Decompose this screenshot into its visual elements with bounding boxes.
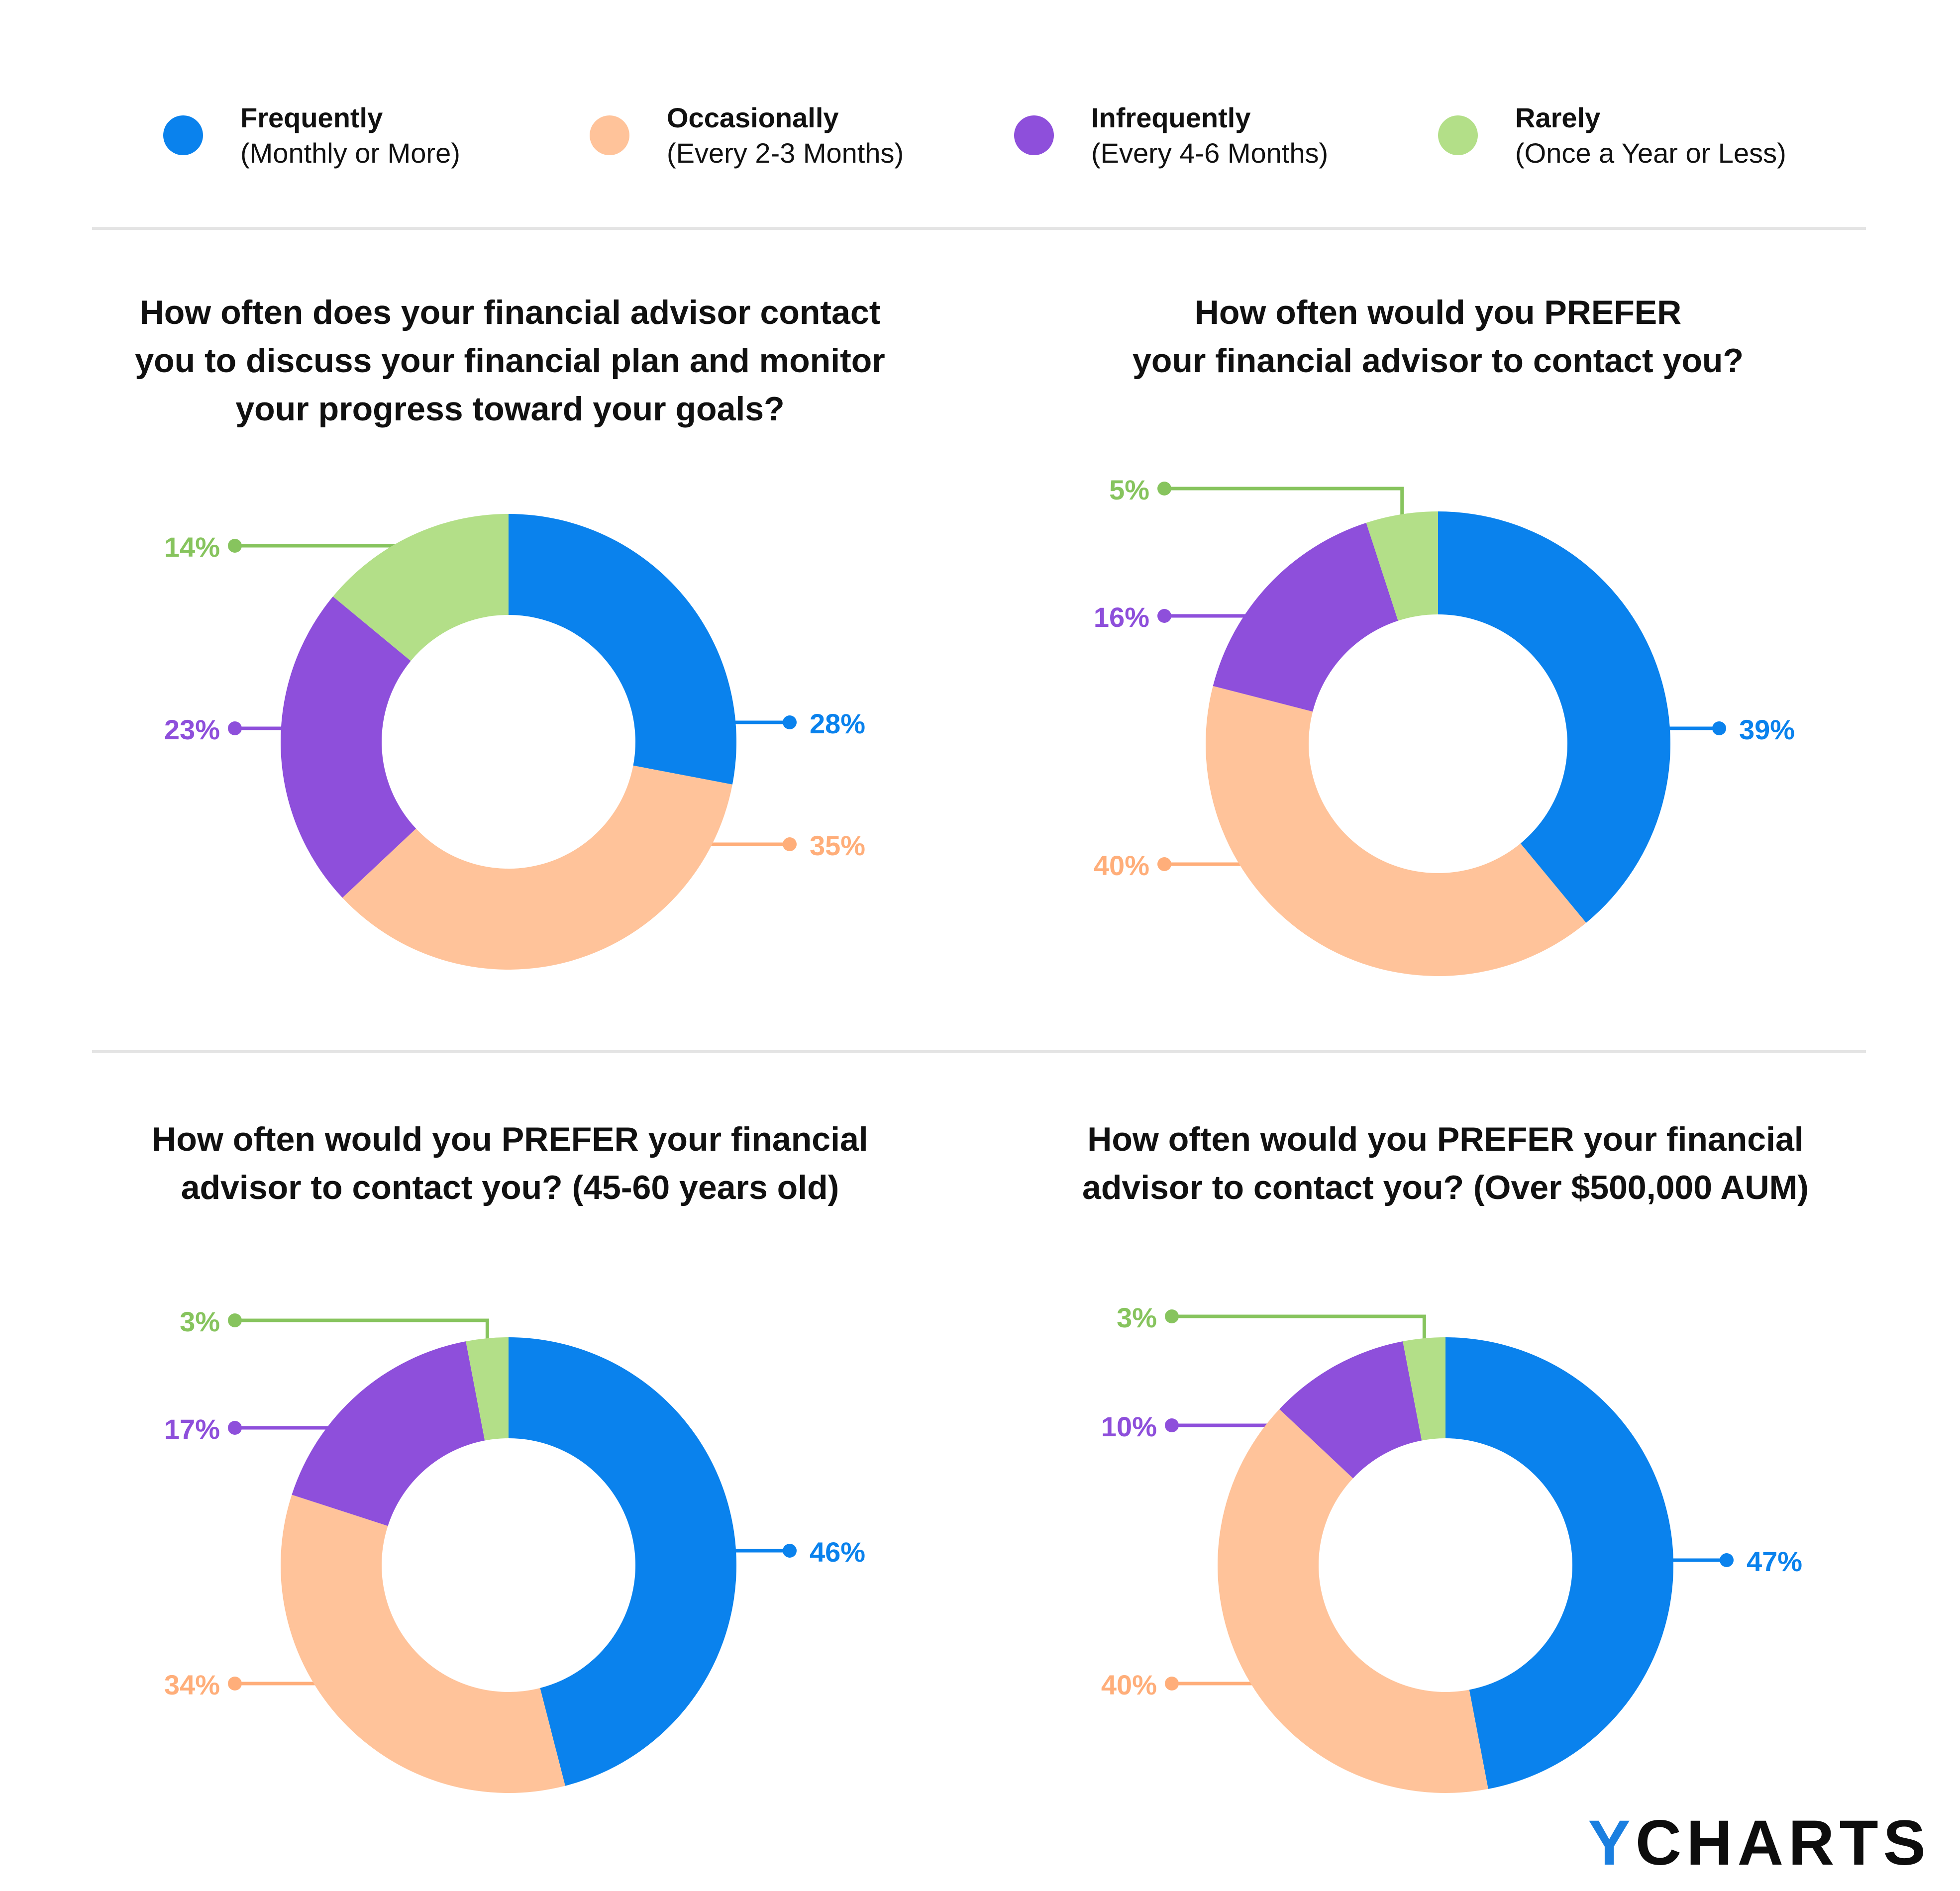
leader-dot-occasionally [783, 837, 797, 851]
donut-slice-rarely [466, 1337, 509, 1441]
chart-title-line: your financial advisor to contact you? [1133, 342, 1744, 380]
data-label-occasionally: 40% [1094, 850, 1149, 881]
data-label-rarely: 3% [1117, 1302, 1157, 1333]
leader-dot-infrequently [1165, 1418, 1179, 1432]
leader-dot-rarely [1165, 1309, 1179, 1323]
leader-dot-occasionally [1165, 1677, 1179, 1691]
chart-title-line: advisor to contact you? (45-60 years old… [181, 1169, 839, 1206]
legend-sublabel-frequently: (Monthly or More) [240, 137, 460, 169]
leader-line-rarely [1164, 487, 1404, 517]
chart-title-line: How often does your financial advisor co… [140, 294, 881, 331]
donut-slice-rarely [333, 514, 509, 661]
data-label-infrequently: 17% [164, 1413, 220, 1445]
data-label-frequently: 28% [810, 708, 865, 739]
legend-sublabel-rarely: (Once a Year or Less) [1515, 137, 1786, 169]
donut-slice-rarely [1403, 1337, 1445, 1441]
donut-slice-occasionally [342, 765, 732, 970]
legend-sublabel-occasionally: (Every 2-3 Months) [667, 137, 904, 169]
leader-dot-infrequently [228, 1421, 242, 1435]
data-label-frequently: 46% [810, 1536, 865, 1568]
chart-title-line: How often would you PREFER [1195, 294, 1681, 331]
chart-title-line: advisor to contact you? (Over $500,000 A… [1082, 1169, 1809, 1206]
legend-label-frequently: Frequently [240, 102, 383, 133]
donut-slice-occasionally [1206, 686, 1586, 976]
legend-swatch-infrequently [1014, 115, 1054, 155]
donut-chart-preferred-contact-over-500k: How often would you PREFER your financia… [1082, 1120, 1809, 1793]
logo-charts: CHARTS [1636, 1807, 1931, 1879]
leader-dot-frequently [1712, 721, 1726, 735]
legend-swatch-occasionally [590, 115, 629, 155]
leader-dot-rarely [1157, 482, 1171, 496]
donut-slice-infrequently [281, 597, 416, 898]
data-label-rarely: 14% [164, 531, 220, 563]
data-label-frequently: 39% [1739, 714, 1795, 745]
leader-dot-occasionally [228, 1677, 242, 1691]
donut-slice-occasionally [281, 1494, 565, 1793]
legend-label-occasionally: Occasionally [667, 102, 839, 133]
logo-y: Y [1588, 1807, 1635, 1879]
data-label-rarely: 3% [180, 1306, 220, 1337]
data-label-frequently: 47% [1747, 1546, 1802, 1577]
ycharts-logo: YCHARTS [1588, 1807, 1931, 1879]
chart-title-line: How often would you PREFER your financia… [1087, 1120, 1803, 1158]
leader-dot-frequently [783, 715, 797, 729]
data-label-occasionally: 40% [1101, 1669, 1157, 1700]
donut-slice-frequently [509, 514, 736, 785]
data-label-rarely: 5% [1109, 474, 1149, 505]
leader-dot-rarely [228, 539, 242, 553]
chart-title-line: you to discuss your financial plan and m… [135, 342, 885, 380]
leader-dot-infrequently [1157, 609, 1171, 623]
donut-chart-preferred-contact-45-60: How often would you PREFER your financia… [152, 1120, 868, 1793]
data-label-infrequently: 10% [1101, 1411, 1157, 1442]
legend-swatch-frequently [163, 115, 203, 155]
donut-slice-infrequently [1279, 1341, 1422, 1479]
leader-dot-rarely [228, 1313, 242, 1327]
donut-slice-frequently [1445, 1337, 1673, 1789]
chart-title-line: How often would you PREFER your financia… [152, 1120, 868, 1158]
legend: Frequently (Monthly or More) Occasionally (… [163, 102, 1786, 169]
donut-chart-advisor-contact-frequency: How often does your financial advisor co… [135, 294, 885, 970]
chart-title-line: your progress toward your goals? [235, 390, 784, 428]
donut-slice-occasionally [1218, 1409, 1488, 1793]
legend-label-infrequently: Infrequently [1091, 102, 1250, 133]
leader-dot-frequently [1720, 1553, 1734, 1567]
donut-slice-frequently [1438, 511, 1670, 923]
data-label-infrequently: 23% [164, 714, 220, 745]
legend-label-rarely: Rarely [1515, 102, 1600, 133]
legend-sublabel-infrequently: (Every 4-6 Months) [1091, 137, 1328, 169]
donut-chart-preferred-contact: How often would you PREFER your financial… [1094, 294, 1795, 976]
donut-slice-infrequently [292, 1341, 485, 1526]
leader-dot-infrequently [228, 721, 242, 735]
leader-line-rarely [1172, 1314, 1426, 1341]
data-label-occasionally: 35% [810, 830, 865, 861]
leader-dot-occasionally [1157, 857, 1171, 871]
donut-slice-infrequently [1213, 522, 1398, 712]
leader-line-rarely [235, 1318, 489, 1341]
donut-slice-rarely [1366, 511, 1438, 621]
data-label-infrequently: 16% [1094, 601, 1149, 633]
donut-slice-frequently [509, 1337, 736, 1786]
legend-swatch-rarely [1438, 115, 1478, 155]
data-label-occasionally: 34% [164, 1669, 220, 1700]
leader-dot-frequently [783, 1544, 797, 1558]
